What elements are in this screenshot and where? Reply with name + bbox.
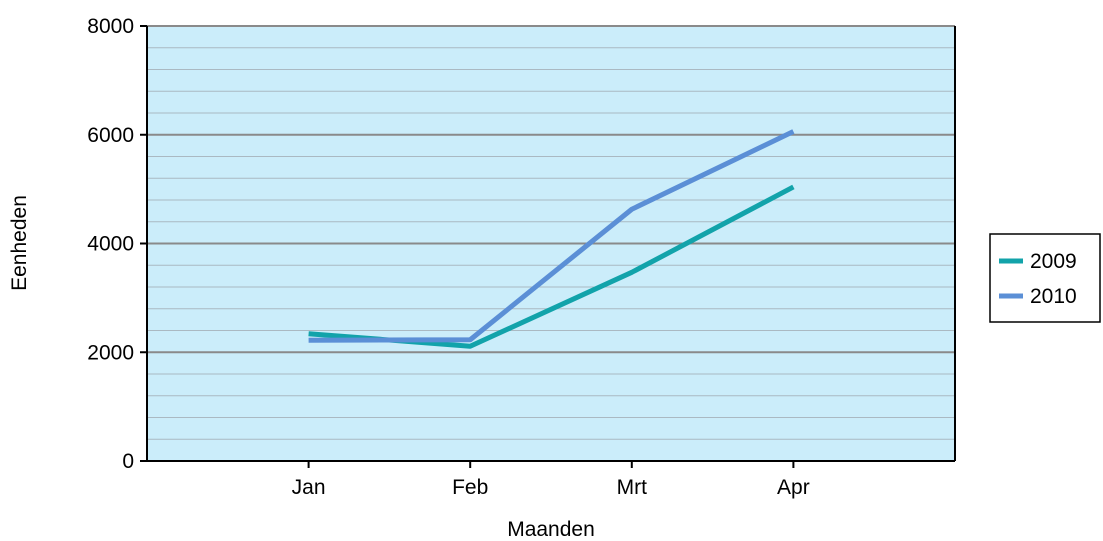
legend-box <box>989 233 1101 323</box>
legend: 2009 2010 <box>989 233 1101 323</box>
y-tick-label: 2000 <box>87 341 134 364</box>
x-axis-ticks: Jan Feb Mrt Apr <box>292 461 810 499</box>
series-lines <box>308 129 795 349</box>
legend-label-2009: 2009 <box>1030 250 1077 273</box>
major-gridlines <box>147 25 955 354</box>
x-tick-label: Jan <box>292 476 326 499</box>
series-line-2010 <box>308 129 795 343</box>
y-tick-label: 4000 <box>87 233 134 256</box>
y-axis-title: Eenheden <box>8 195 31 291</box>
y-axis-ticks: 0 2000 4000 6000 8000 <box>87 15 147 473</box>
x-tick-label: Feb <box>452 476 488 499</box>
y-tick-label: 0 <box>122 450 134 473</box>
minor-gridlines <box>147 47 955 440</box>
x-axis-title: Maanden <box>507 518 595 541</box>
y-tick-label: 8000 <box>87 15 134 38</box>
legend-label-2010: 2010 <box>1030 285 1077 308</box>
y-tick-label: 6000 <box>87 124 134 147</box>
x-tick-label: Apr <box>777 476 810 499</box>
x-tick-label: Mrt <box>617 476 647 499</box>
